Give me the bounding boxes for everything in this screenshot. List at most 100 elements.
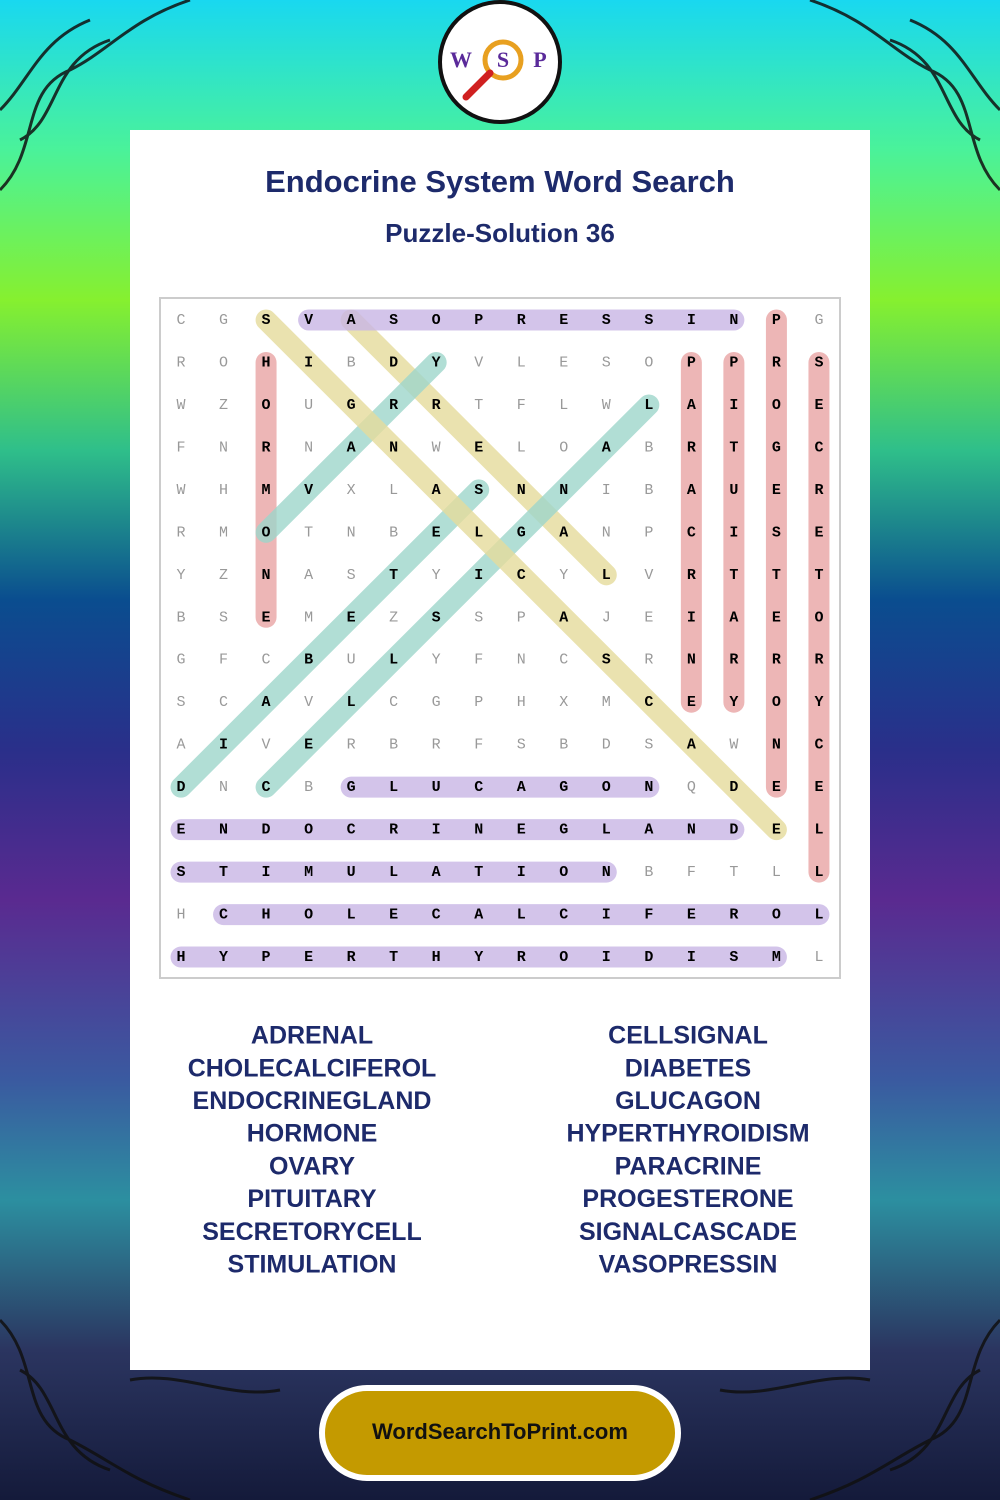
grid-letter: T (474, 864, 483, 881)
grid-letter: B (644, 482, 653, 499)
grid-letter: L (602, 822, 611, 839)
grid-letter: S (517, 737, 526, 754)
grid-letter: O (262, 524, 271, 541)
grid-letter: E (559, 354, 568, 371)
word-list-item: HORMONE (247, 1120, 378, 1148)
grid-letter: T (304, 524, 313, 541)
grid-letter: E (517, 822, 526, 839)
grid-letter: L (644, 397, 653, 414)
grid-letter: D (389, 354, 398, 371)
grid-letter: R (772, 652, 781, 669)
grid-letter: R (729, 652, 738, 669)
word-list-item: ENDOCRINEGLAND (193, 1087, 432, 1115)
grid-letter: A (304, 567, 313, 584)
grid-letter: F (474, 737, 483, 754)
grid-letter: O (602, 779, 611, 796)
grid-letter: G (814, 312, 823, 329)
word-list-item: GLUCAGON (615, 1087, 761, 1115)
grid-letter: E (304, 949, 313, 966)
grid-letter: O (219, 354, 228, 371)
word-list-item: PROGESTERONE (582, 1185, 793, 1213)
grid-letter: O (772, 694, 781, 711)
grid-letter: Y (729, 694, 738, 711)
grid-letter: A (474, 907, 483, 924)
grid-letter: H (432, 949, 441, 966)
grid-letter: T (474, 397, 483, 414)
grid-letter: V (304, 482, 313, 499)
grid-letter: I (602, 949, 611, 966)
grid-letter: V (644, 567, 653, 584)
grid-letter: E (432, 524, 441, 541)
grid-letter: L (814, 864, 823, 881)
subtitle: Puzzle-Solution 36 (385, 218, 615, 248)
grid-letter: Z (219, 567, 228, 584)
grid-letter: N (219, 779, 228, 796)
grid-letter: T (729, 864, 738, 881)
grid-letter: J (602, 609, 611, 626)
grid-letter: U (347, 652, 356, 669)
word-list-item: STIMULATION (228, 1251, 397, 1279)
grid-letter: U (304, 397, 313, 414)
logo-letter: P (533, 47, 546, 72)
grid-letter: D (602, 737, 611, 754)
grid-letter: R (347, 737, 356, 754)
grid-letter: R (687, 439, 696, 456)
grid-letter: N (389, 439, 398, 456)
grid-letter: N (772, 737, 781, 754)
grid-letter: S (602, 354, 611, 371)
grid-letter: N (729, 312, 738, 329)
grid-letter: Y (559, 567, 568, 584)
grid-letter: I (219, 737, 228, 754)
grid-letter: P (687, 354, 696, 371)
word-list-item: SIGNALCASCADE (579, 1218, 797, 1246)
word-list: ADRENAL CELLSIGNAL CHOLECALCIFEROL DIABETES… (188, 1022, 810, 1279)
grid-letter: A (559, 609, 568, 626)
site-link[interactable]: WordSearchToPrint.com (372, 1419, 628, 1444)
grid-letter: C (389, 694, 398, 711)
grid-letter: T (814, 567, 823, 584)
grid-letter: F (474, 652, 483, 669)
logo-lens (482, 39, 524, 81)
grid-letter: I (687, 609, 696, 626)
grid-letter: M (304, 864, 313, 881)
grid-letter: S (644, 737, 653, 754)
grid-letter: I (262, 864, 271, 881)
grid-letter: C (517, 567, 526, 584)
word-list-item: DIABETES (625, 1054, 751, 1082)
grid-letter: S (432, 609, 441, 626)
grid-letter: E (772, 482, 781, 499)
grid-letter: O (772, 397, 781, 414)
grid-letter: C (176, 312, 185, 329)
grid-letter: N (517, 482, 526, 499)
grid-letter: I (474, 567, 483, 584)
grid-letter: X (559, 694, 568, 711)
grid-letter: E (772, 822, 781, 839)
grid-letter: A (559, 524, 568, 541)
grid-letter: S (176, 864, 185, 881)
logo-letter: W (450, 47, 472, 72)
grid-letter: A (347, 439, 356, 456)
grid-letter: O (559, 949, 568, 966)
grid-letter: P (772, 312, 781, 329)
grid-letter: A (432, 482, 441, 499)
grid-letter: P (474, 312, 483, 329)
grid-letter: A (602, 439, 611, 456)
grid-letter: C (219, 694, 228, 711)
grid-letter: R (814, 482, 823, 499)
grid-letter: F (176, 439, 185, 456)
grid-letter: R (347, 949, 356, 966)
grid-letter: I (729, 524, 738, 541)
grid-letter: V (474, 354, 483, 371)
grid-letter: C (559, 907, 568, 924)
grid-letter: W (176, 482, 185, 499)
grid-letter: A (347, 312, 356, 329)
grid-letter: Y (432, 652, 441, 669)
word-highlight (255, 309, 787, 841)
grid-letter: A (262, 694, 271, 711)
grid-letter: O (262, 397, 271, 414)
grid-letter: L (389, 779, 398, 796)
grid-letter: N (644, 779, 653, 796)
site-button[interactable] (319, 1385, 681, 1481)
